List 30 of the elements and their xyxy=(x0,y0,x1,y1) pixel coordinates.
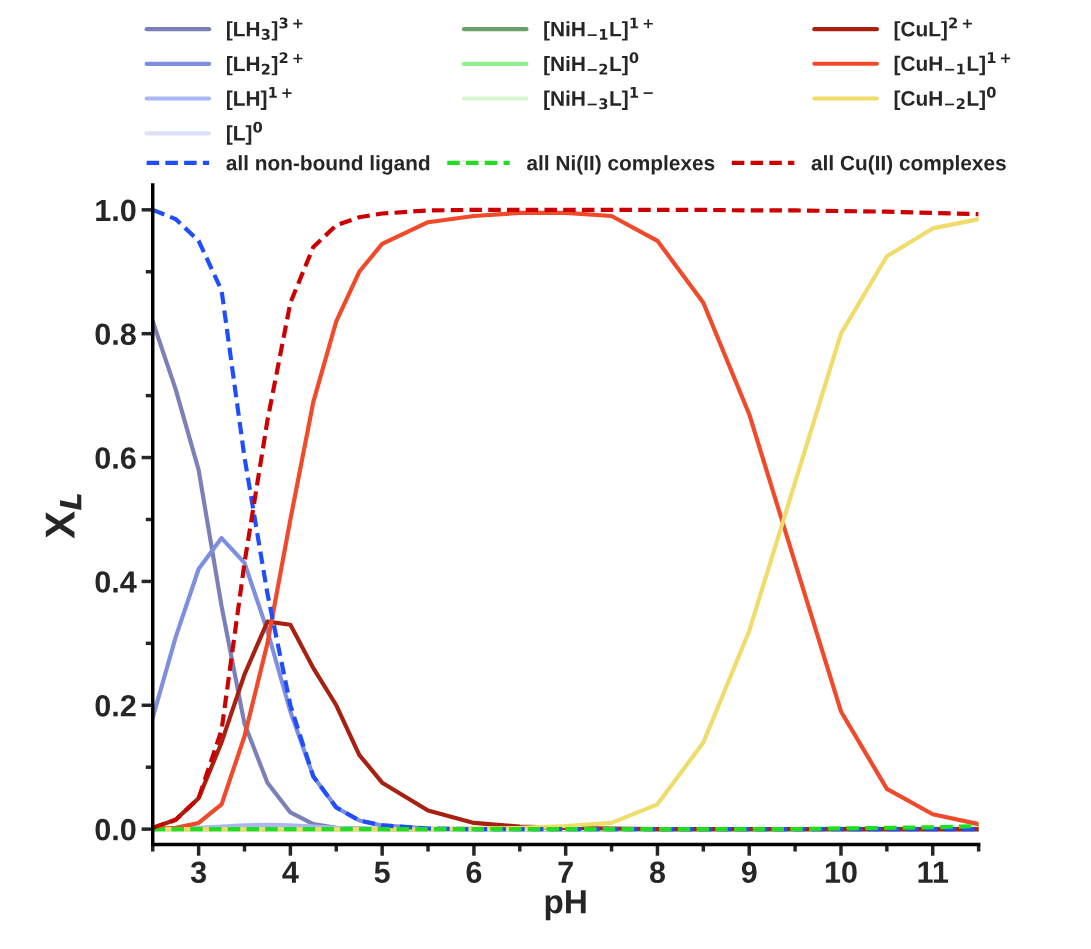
legend-label: all Ni(II) complexes xyxy=(527,155,715,175)
x-tick-label: 10 xyxy=(825,861,857,884)
y-tick-label: 0.0 xyxy=(95,818,136,841)
legend-label: [CuL]$^{2+}$ xyxy=(894,17,972,41)
x-tick-label: 5 xyxy=(374,861,390,884)
legend-label: [LH]$^{1+}$ xyxy=(226,87,292,110)
legend-label: [L]$^{0}$ xyxy=(226,121,263,145)
y-axis-title: X$_{L}$ xyxy=(45,494,82,539)
legend-label: [LH$_{2}$]$^{2+}$ xyxy=(226,52,303,76)
x-tick-label: 3 xyxy=(190,861,207,884)
legend-label: [NiH$_{−3}$L]$^{1−}$ xyxy=(544,87,653,110)
legend-label: [CuH$_{−1}$L]$^{1+}$ xyxy=(894,52,1011,76)
legend-label: all Cu(II) complexes xyxy=(811,155,1006,175)
y-tick-label: 0.6 xyxy=(95,447,136,469)
x-tick-label: 4 xyxy=(282,861,299,883)
x-tick-label: 6 xyxy=(466,861,482,884)
legend-label: [CuH$_{−2}$L]$^{0}$ xyxy=(894,86,996,110)
x-tick-label: 11 xyxy=(918,861,949,883)
legend-label: [NiH$_{−2}$L]$^{0}$ xyxy=(544,52,639,76)
x-tick-label: 8 xyxy=(649,861,666,884)
legend-label: [LH$_{3}$]$^{3+}$ xyxy=(226,17,303,41)
y-tick-label: 0.2 xyxy=(95,695,136,717)
y-tick-label: 1.0 xyxy=(96,199,136,222)
legend-label: all non-bound ligand xyxy=(226,155,430,175)
x-tick-label: 9 xyxy=(741,861,757,884)
legend-label: [NiH$_{−1}$L]$^{1+}$ xyxy=(544,17,653,41)
x-axis-title: pH xyxy=(545,890,586,921)
y-tick-label: 0.8 xyxy=(95,323,136,346)
y-tick-label: 0.4 xyxy=(95,571,137,593)
x-tick-label: 7 xyxy=(558,861,573,883)
